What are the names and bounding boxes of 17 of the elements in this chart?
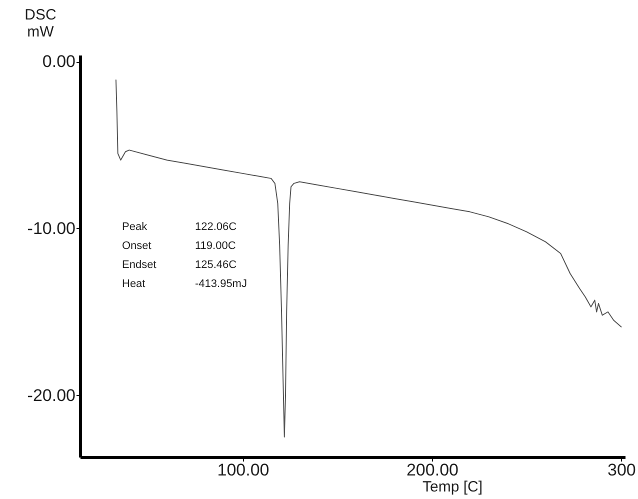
y-tick-label: 0.00 [42,52,76,72]
x-axis-title: Temp [C] [422,478,483,496]
y-tick-label: -10.00 [27,218,76,238]
y-axis-title: DSC mW [24,6,56,40]
x-tick-label: 100.00 [217,460,270,480]
annotation: Endset [122,259,156,271]
annotation: Onset [122,240,152,252]
x-tick-label: 300 [608,460,636,480]
annotation: 119.00C [195,240,236,252]
annotation: 125.46C [195,259,237,271]
annotation: Peak [122,221,148,233]
y-tick-label: -20.00 [27,386,76,405]
annotation: Heat [122,278,146,290]
annotation: 122.06C [195,221,237,233]
x-tick-label: 200.00 [406,460,458,480]
annotation: -413.95mJ [195,278,247,290]
line-series [115,80,622,438]
